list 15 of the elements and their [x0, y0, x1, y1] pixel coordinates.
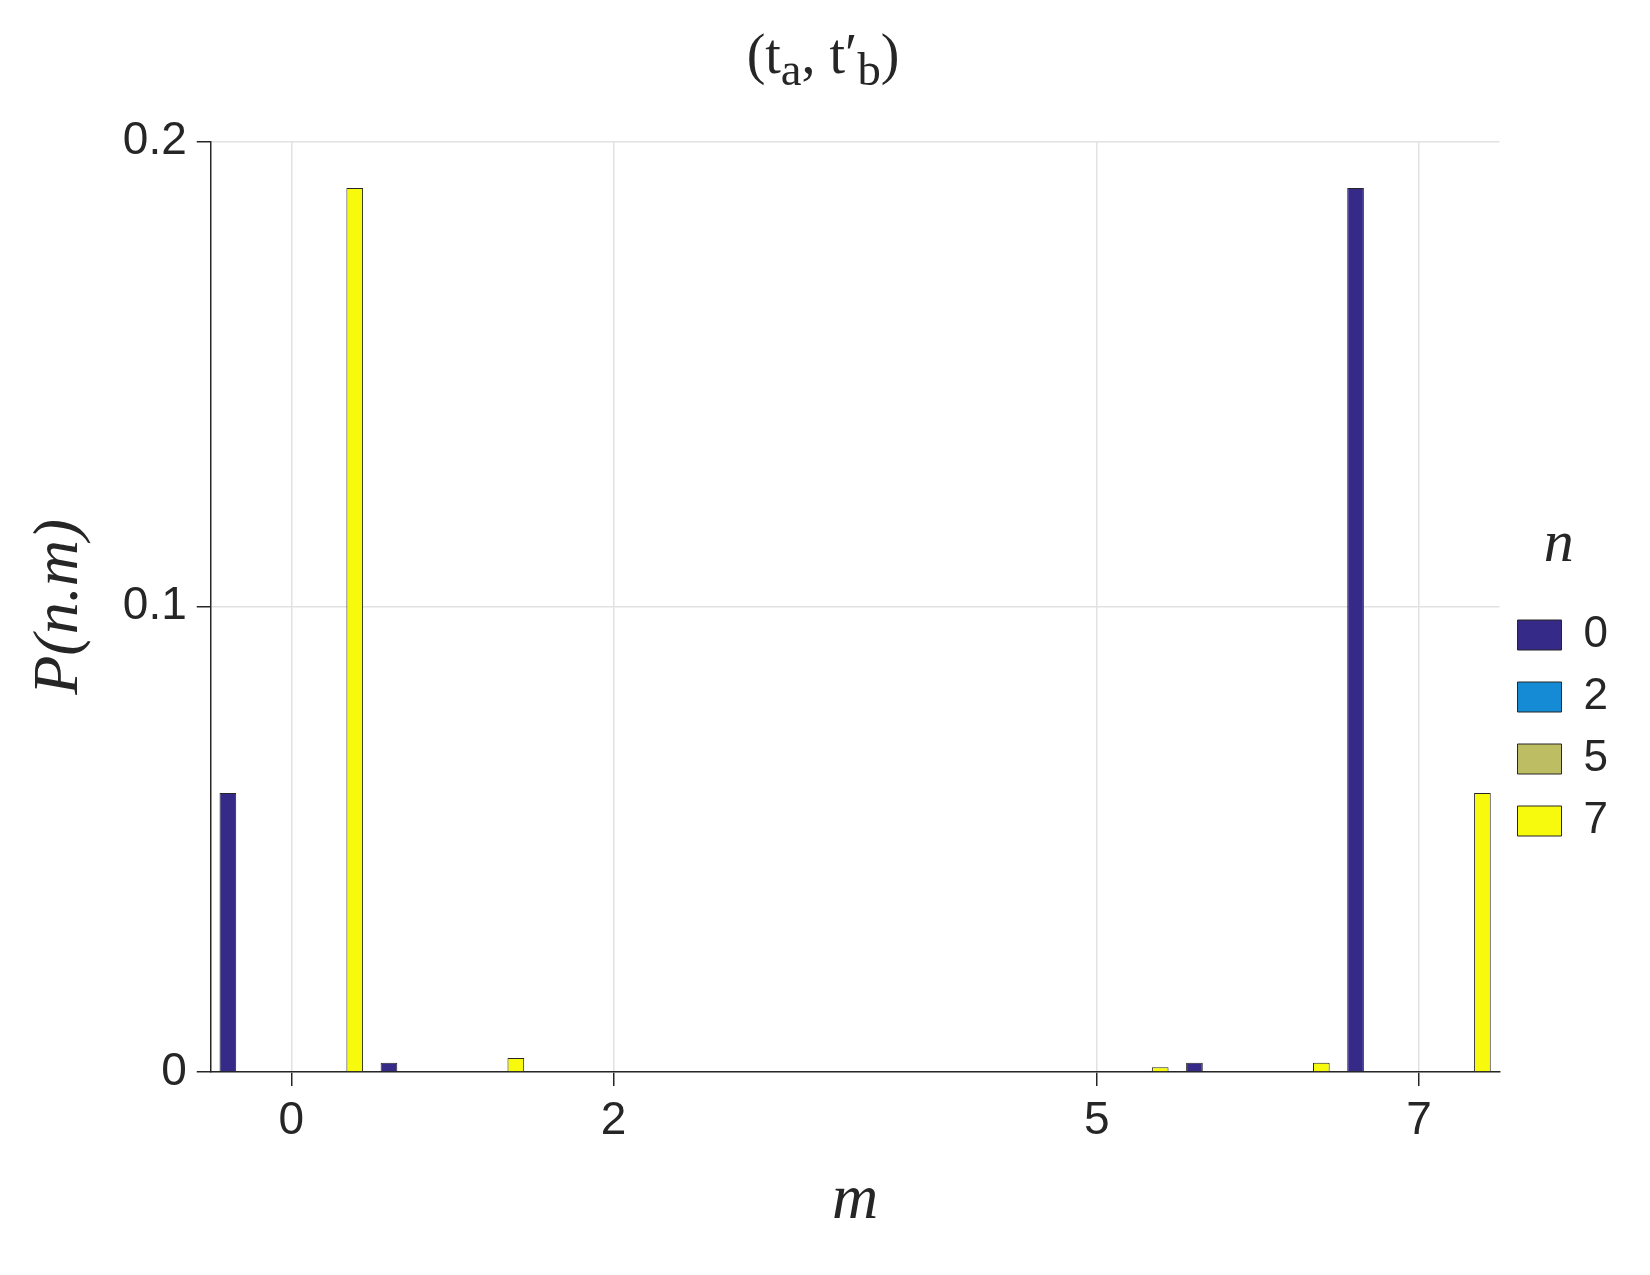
x-tick-label: 2	[600, 1092, 627, 1145]
x-axis-title: m	[832, 1161, 879, 1233]
legend-title: n	[1543, 507, 1574, 574]
x-tick-label: 0	[278, 1092, 305, 1145]
y-tick-label: 0	[161, 1042, 187, 1095]
y-tick-label: 0.1	[122, 577, 187, 630]
x-tick-label: 7	[1406, 1092, 1432, 1145]
legend-label: 0	[1583, 607, 1609, 657]
y-axis-title: P(n.m)	[20, 518, 92, 696]
x-tick-label: 5	[1083, 1092, 1110, 1145]
y-tick-label: 0.2	[122, 112, 187, 165]
legend-label: 5	[1583, 731, 1609, 781]
legend-label: 7	[1583, 793, 1609, 843]
chart-title: (t$_{a}$, t′$_{b}$)	[745, 22, 901, 98]
legend-label: 2	[1583, 669, 1609, 719]
